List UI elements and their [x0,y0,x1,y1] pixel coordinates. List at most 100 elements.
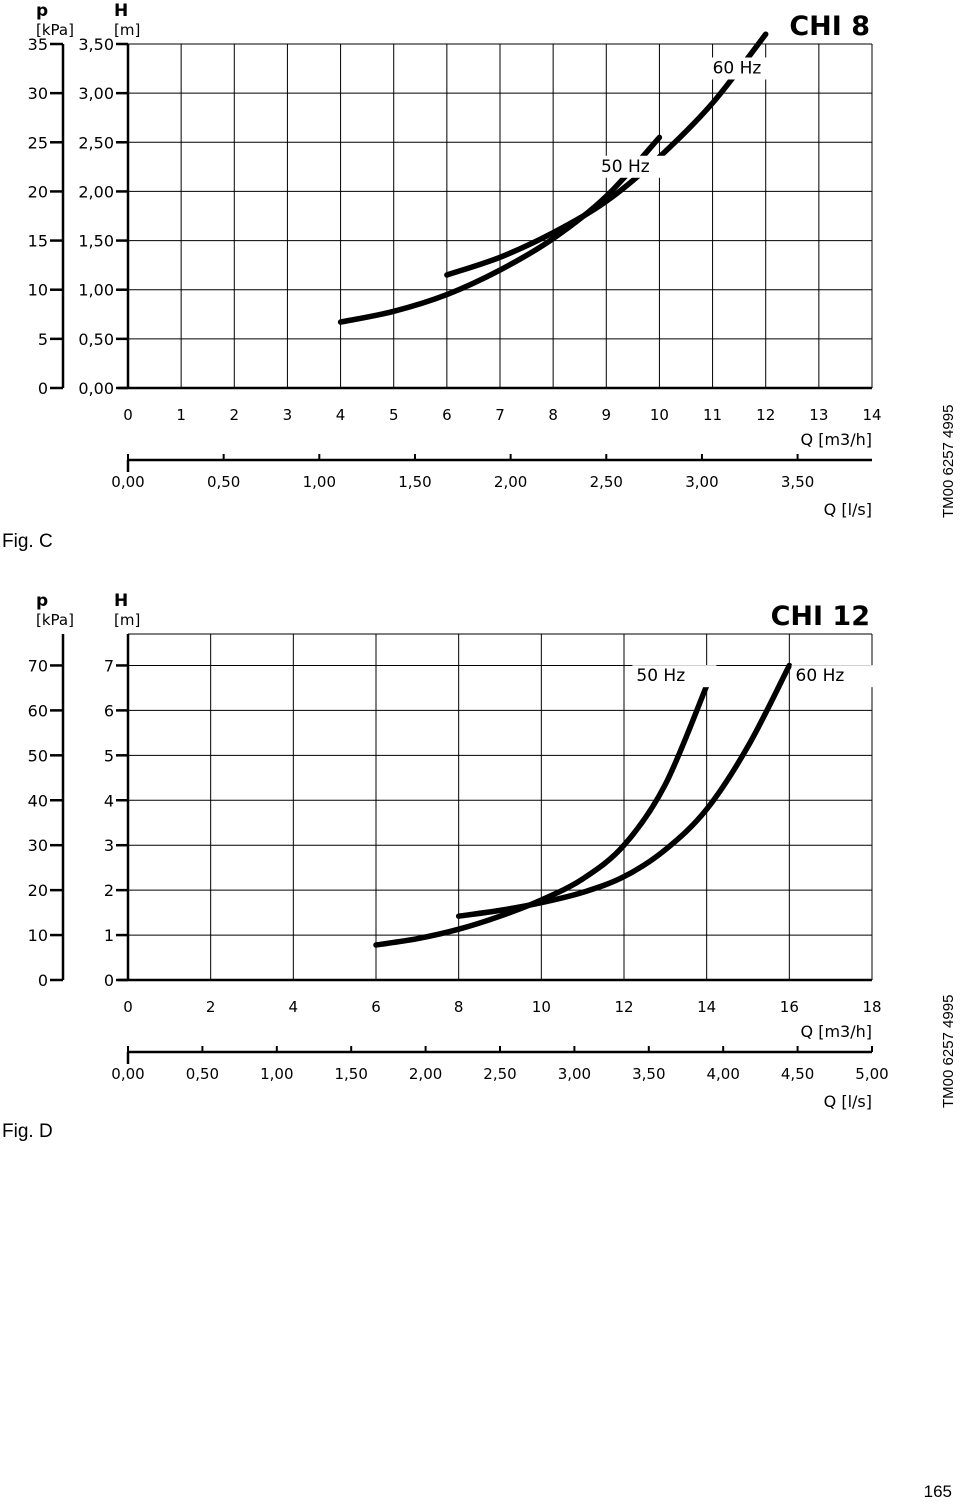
curve-50hz [373,682,710,948]
x1-tick-label: 13 [809,406,828,424]
x1-tick-label: 5 [389,406,399,424]
x1-tick-label: 12 [614,998,633,1016]
x2-axis-label: Q [l/s] [824,500,872,519]
drawing-code-d: TM00 6257 4995 [940,994,957,1108]
x2-tick-label: 3,50 [781,473,814,491]
chart-title: CHI 12 [771,601,870,632]
x2-tick-label: 0,50 [207,473,240,491]
x1-tick-label: 0 [123,998,133,1016]
p-axis-symbol: p [36,591,48,611]
x1-tick-label: 16 [780,998,799,1016]
series-label-bg [596,155,681,178]
curve-60hz [455,662,793,919]
x2-tick-label: 4,00 [706,1065,739,1083]
h-axis-symbol: H [114,591,128,611]
x1-tick-label: 9 [602,406,612,424]
h-axis-tick-label: 0 [104,971,114,990]
x1-tick-label: 10 [532,998,551,1016]
p-axis-tick-label: 20 [28,881,48,900]
p-axis-tick-label: 50 [28,746,48,765]
h-axis-tick-label: 2,50 [78,133,114,152]
h-axis-tick-label: 3,50 [78,35,114,54]
x1-tick-label: 1 [176,406,186,424]
x1-tick-label: 6 [371,998,381,1016]
p-axis-tick-label: 25 [28,133,48,152]
x2-tick-label: 2,00 [409,1065,442,1083]
p-axis-tick-label: 30 [28,836,48,855]
h-axis-tick-label: 2,00 [78,182,114,201]
chart-title: CHI 8 [789,11,870,42]
h-axis-tick-label: 2 [104,881,114,900]
x1-tick-label: 7 [495,406,505,424]
p-axis-tick-label: 20 [28,182,48,201]
h-axis-tick-label: 1 [104,926,114,945]
x2-tick-label: 0,00 [111,1065,144,1083]
h-axis-tick-label: 6 [104,701,114,720]
drawing-code-c: TM00 6257 4995 [940,404,957,518]
page-number: 165 [923,1482,952,1501]
p-axis-tick-label: 35 [28,35,48,54]
curve-60hz [444,31,769,278]
p-axis-tick-label: 30 [28,84,48,103]
figure-label-c: Fig. C [2,531,53,552]
x1-tick-label: 2 [206,998,216,1016]
x1-tick-label: 6 [442,406,452,424]
x2-tick-label: 0,50 [186,1065,219,1083]
p-axis-symbol: p [36,1,48,21]
x1-tick-label: 10 [650,406,669,424]
x2-tick-label: 5,00 [855,1065,888,1083]
x1-tick-label: 3 [283,406,293,424]
h-axis-tick-label: 3,00 [78,84,114,103]
x1-tick-label: 14 [697,998,716,1016]
h-axis-tick-label: 7 [104,656,114,675]
p-axis-tick-label: 10 [28,926,48,945]
x1-axis-label: Q [m3/h] [801,1022,872,1041]
x1-tick-label: 11 [703,406,722,424]
chart-chi-12: p [kPa] H [m] CHI 12 0 10 20 30 40 50 60 70 0 1 2 3 4 5 6 7 0… [0,590,960,1150]
p-axis-unit: [kPa] [36,611,74,629]
curve-50hz [337,134,663,325]
x2-tick-label: 3,50 [632,1065,665,1083]
x2-tick-label: 2,00 [494,473,527,491]
x2-tick-label: 0,00 [111,473,144,491]
x1-tick-label: 14 [862,406,881,424]
x1-tick-label: 8 [454,998,464,1016]
series-label: 60 Hz [796,666,845,686]
x2-tick-label: 2,50 [590,473,623,491]
series-label-bg [632,665,717,688]
h-axis-tick-label: 1,50 [78,232,114,251]
x1-axis-label: Q [m3/h] [801,430,872,449]
figure-label-d: Fig. D [2,1121,53,1142]
x2-tick-label: 3,00 [558,1065,591,1083]
x1-tick-label: 18 [862,998,881,1016]
series-label-bg [791,665,876,688]
series-label-bg [708,57,793,80]
x1-tick-label: 2 [230,406,240,424]
p-axis-tick-label: 5 [38,330,48,349]
x2-axis-label: Q [l/s] [824,1092,872,1111]
x1-tick-label: 4 [289,998,299,1016]
p-axis-tick-label: 10 [28,281,48,300]
h-axis-tick-label: 0,00 [78,379,114,398]
p-axis-tick-label: 60 [28,701,48,720]
x1-tick-label: 8 [548,406,558,424]
p-axis-tick-label: 0 [38,379,48,398]
h-axis-tick-label: 5 [104,746,114,765]
h-axis-tick-label: 0,50 [78,330,114,349]
x2-tick-label: 2,50 [483,1065,516,1083]
p-axis-tick-label: 15 [28,232,48,251]
p-axis-tick-label: 40 [28,791,48,810]
series-label: 50 Hz [636,666,685,686]
series-label: 50 Hz [601,157,650,177]
p-axis-unit: [kPa] [36,21,74,39]
h-axis-unit: [m] [114,21,140,39]
h-axis-tick-label: 1,00 [78,281,114,300]
h-axis-unit: [m] [114,611,140,629]
x1-tick-label: 0 [123,406,133,424]
x2-tick-label: 3,00 [685,473,718,491]
h-axis-tick-label: 3 [104,836,114,855]
series-label: 60 Hz [713,58,762,78]
x1-tick-label: 12 [756,406,775,424]
x2-tick-label: 1,00 [260,1065,293,1083]
h-axis-tick-label: 4 [104,791,114,810]
